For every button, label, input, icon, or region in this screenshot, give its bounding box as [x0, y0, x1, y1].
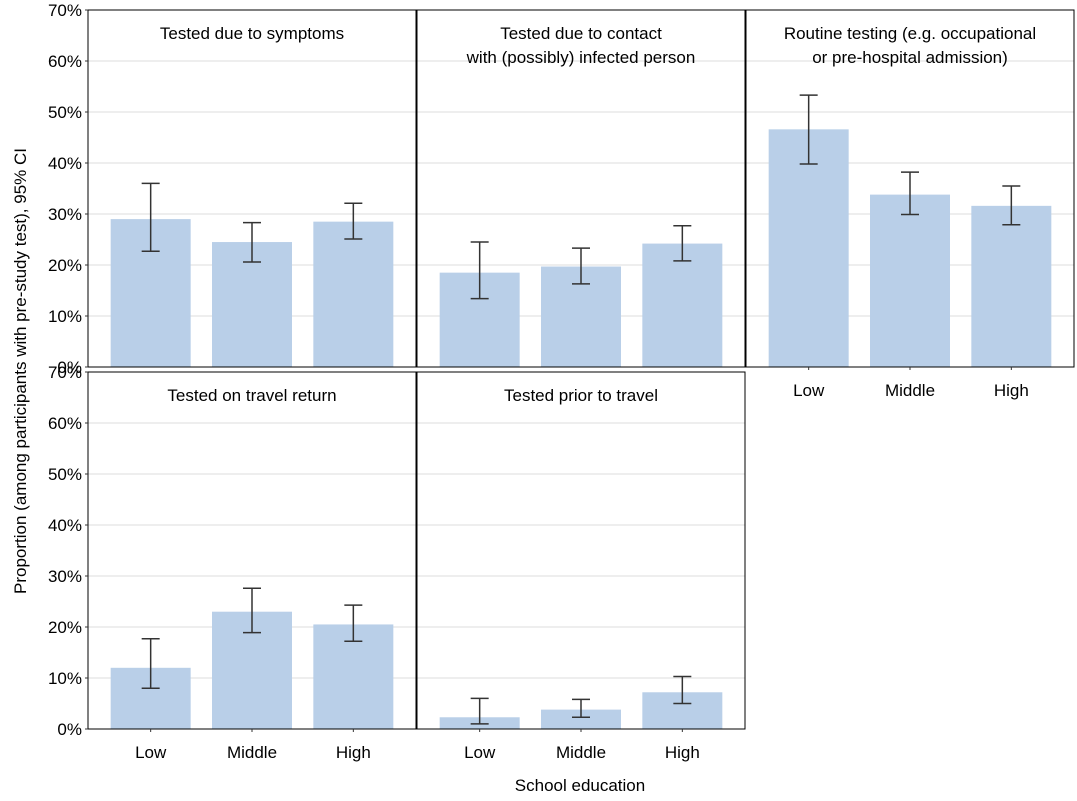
- panel-3: Routine testing (e.g. occupational or pre…: [745, 9, 1075, 400]
- panel-border: [416, 9, 746, 368]
- x-tick-label: Middle: [885, 381, 935, 400]
- y-tick-label: 40%: [48, 154, 82, 173]
- bar-high: [313, 221, 394, 367]
- panel-border: [87, 9, 417, 368]
- y-tick-label: 60%: [48, 52, 82, 71]
- y-tick-label: 20%: [48, 256, 82, 275]
- panel-1: Tested due to symptoms 0% 10% 20% 30% 40% 50% 6…: [48, 1, 417, 377]
- y-tick-label: 60%: [48, 414, 82, 433]
- panel-title: Routine testing (e.g. occupational: [784, 24, 1036, 43]
- panel-5: Tested prior to travel Low Middle High: [416, 371, 746, 762]
- panel-border: [416, 371, 746, 730]
- x-tick-label: Middle: [227, 743, 277, 762]
- bar-low: [768, 129, 849, 367]
- y-tick-label: 30%: [48, 567, 82, 586]
- y-tick-label: 70%: [48, 1, 82, 20]
- x-tick-label: High: [665, 743, 700, 762]
- bar-middle: [870, 194, 950, 367]
- bar-high: [971, 205, 1052, 367]
- y-tick-label: 50%: [48, 465, 82, 484]
- x-tick-label: High: [336, 743, 371, 762]
- y-tick-label: 10%: [48, 307, 82, 326]
- y-tick-label: 20%: [48, 618, 82, 637]
- bar-middle: [541, 709, 621, 729]
- y-axis-title: Proportion (among participants with pre-…: [11, 148, 30, 594]
- panel-title: Tested due to symptoms: [160, 24, 344, 43]
- panel-2: Tested due to contact with (possibly) inf…: [416, 9, 746, 368]
- y-tick-label: 40%: [48, 516, 82, 535]
- x-tick-label: High: [994, 381, 1029, 400]
- x-tick-label: Low: [135, 743, 167, 762]
- y-tick-label: 10%: [48, 669, 82, 688]
- panel-title: Tested on travel return: [167, 386, 336, 405]
- x-tick-label: Middle: [556, 743, 606, 762]
- x-tick-label: Low: [793, 381, 825, 400]
- panel-title: or pre-hospital admission): [812, 48, 1008, 67]
- panel-title: Tested due to contact: [500, 24, 662, 43]
- x-tick-label: Low: [464, 743, 496, 762]
- panel-title: with (possibly) infected person: [466, 48, 696, 67]
- y-tick-label: 0%: [57, 358, 82, 377]
- y-tick-label: 70%: [48, 363, 82, 382]
- panel-title: Tested prior to travel: [504, 386, 658, 405]
- panel-4: Tested on travel return 0% 10% 20% 30% 40% 50%…: [48, 363, 417, 762]
- bar-middle: [212, 242, 292, 367]
- bar-high: [642, 243, 723, 367]
- x-axis-title: School education: [515, 776, 645, 795]
- y-tick-label: 0%: [57, 720, 82, 739]
- y-tick-label: 30%: [48, 205, 82, 224]
- y-tick-label: 50%: [48, 103, 82, 122]
